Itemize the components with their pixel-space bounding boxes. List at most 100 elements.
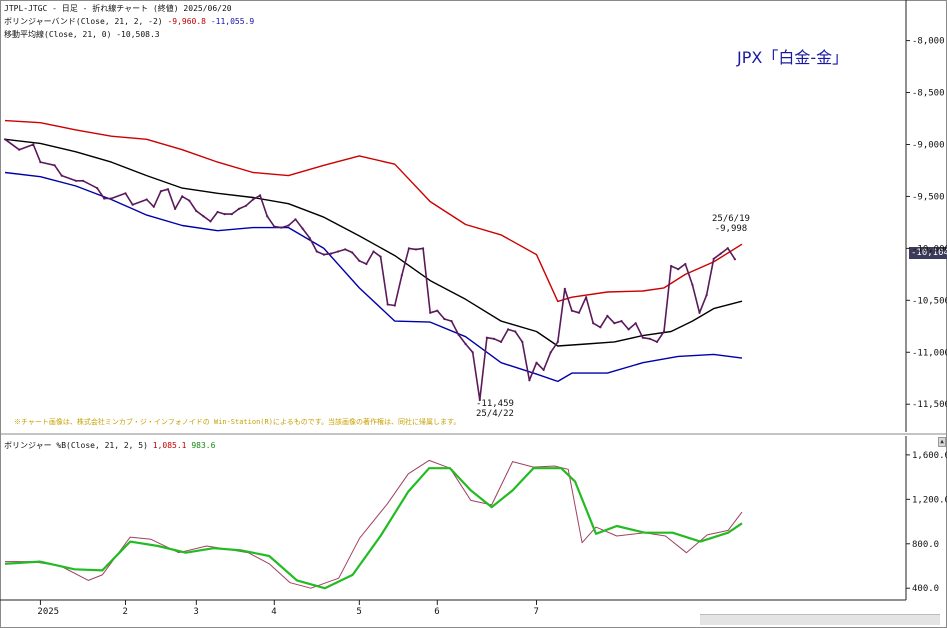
price-point [492,337,496,340]
sub-y-tick-label: 1,200.0 [912,495,947,505]
x-tick-label: 2 [122,607,127,617]
price-point [39,161,42,164]
price-point [358,259,361,262]
main-series-lower [4,171,743,383]
low-date: 25/4/22 [476,409,514,419]
brand-label: JPX「白金-金」 [737,48,849,67]
bollinger-lower-value: -11,055.9 [210,17,255,26]
price-point [478,398,481,402]
price-point [301,227,304,230]
price-point [315,250,318,253]
price-point [294,218,297,221]
price-point [471,351,474,354]
price-point [379,255,382,258]
price-point [613,322,616,325]
sub-series-pctb [5,459,743,589]
header-ma: 移動平均線(Close, 21, 0) -10,508.3 [4,30,160,39]
price-point [131,203,134,206]
price-point [237,207,240,210]
price-point [521,340,524,343]
price-point [74,179,77,182]
price-point [606,314,609,317]
price-point [159,190,162,193]
main-y-tick-label: -11,500 [912,400,947,410]
main-y-tick-label: -8,000 [912,37,945,47]
pctb-label: ボリンジャー %B(Close, 21, 2, 5) [4,441,148,450]
price-point [485,336,488,339]
price-point [259,194,262,197]
price-point [351,251,354,254]
price-point [464,342,467,346]
price-point [124,192,127,195]
price-point [429,311,432,314]
price-point [3,138,7,141]
price-point [273,225,276,228]
price-point [457,333,460,336]
sub-y-tick-label: 400.0 [912,584,939,594]
price-point [698,311,701,314]
low-value: -11,459 [476,399,514,409]
price-point [322,253,325,256]
price-point [244,204,247,207]
x-tick-label: 3 [193,607,198,617]
high-date: 25/6/19 [712,214,750,224]
price-point [407,247,410,250]
low-annotation: -11,459 25/4/22 [476,399,514,419]
sub-y-tick-label: 800.0 [912,540,939,550]
price-point [145,198,148,201]
price-point [585,296,588,299]
price-point [620,320,623,323]
bollinger-upper-value: -9,960.8 [167,17,206,26]
price-point [648,337,652,340]
main-plot [3,119,743,402]
price-point [152,205,155,208]
price-point [400,274,403,277]
main-y-tick-label: -9,500 [912,192,945,202]
price-point [174,207,177,210]
price-point [266,215,269,218]
main-series-price [4,138,736,401]
price-point [393,304,396,307]
price-point [599,326,602,329]
price-point [662,330,666,333]
price-point [251,198,255,201]
price-point [500,340,503,343]
price-point [188,199,191,202]
high-annotation: 25/6/19 -9,998 [712,214,750,234]
price-point [549,351,552,354]
price-point [719,252,722,255]
main-y-tick-label: -10,500 [912,296,947,306]
main-y-tick-label: -8,500 [912,89,945,99]
price-point [712,257,715,260]
horizontal-scrollbar[interactable] [700,614,940,625]
pane-scroll-up-button[interactable]: ▲ [938,437,946,447]
price-point [103,197,106,200]
price-point [691,283,694,286]
price-point [181,195,184,198]
price-point [592,322,595,325]
price-point [705,294,708,297]
price-point [81,179,85,182]
price-point [60,174,63,177]
price-point [308,236,311,240]
price-point [514,330,517,333]
price-point [216,210,219,214]
price-point [344,248,347,251]
price-point [450,320,453,323]
price-point [18,148,21,151]
copyright-note: ※チャート画像は、株式会社ミンカブ・ジ・インフォノイドの Win-Station… [14,418,461,426]
price-point [684,262,687,266]
header-title: JTPL-JTGC - 日足 - 折れ線チャート (終値) 2025/06/20 [4,4,232,13]
price-point [365,262,368,266]
main-y-tick-label: -11,000 [912,348,947,358]
x-tick-label: 4 [271,607,276,617]
price-point [726,247,729,250]
price-point [627,328,630,331]
price-point [733,258,737,261]
header-bollinger: ボリンジャーバンド(Close, 21, 2, -2) -9,960.8 -11… [4,16,254,27]
price-point [209,220,212,223]
x-tick-label: 2025 [37,607,59,617]
x-tick-label: 5 [356,607,361,617]
price-point [528,379,531,382]
